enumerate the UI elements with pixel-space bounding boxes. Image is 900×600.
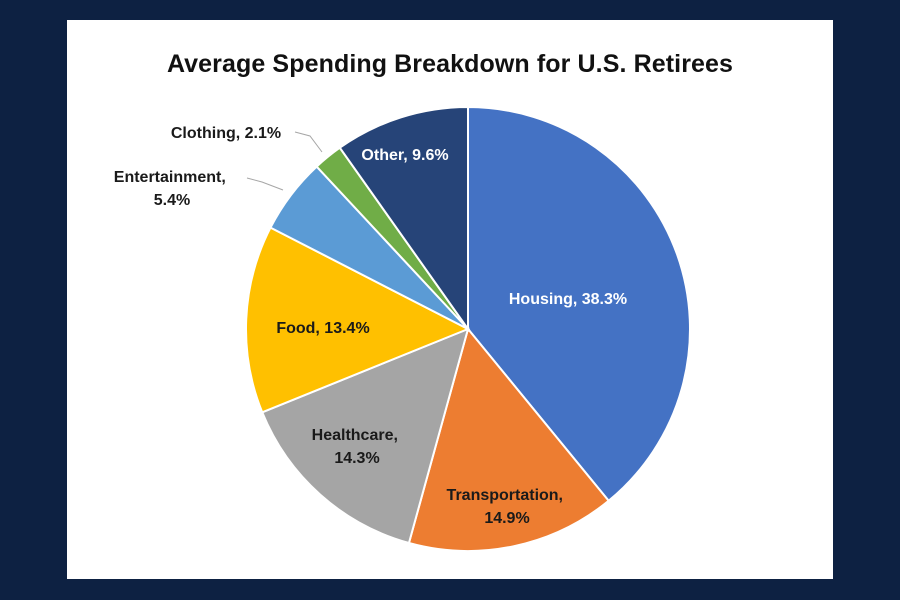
pie-slices [245,105,691,552]
label-other: Other, 9.6% [361,147,448,164]
clothing-leader-line [294,131,323,153]
data-labels: Housing, 38.3% Transportation, 14.9% Hea… [114,125,627,527]
chart-title: Average Spending Breakdown for U.S. Reti… [166,50,734,78]
slice-housing [467,105,691,503]
label-transportation: Transportation, 14.9% [447,487,568,527]
label-entertainment: Entertainment, 5.4% [114,169,230,209]
label-housing: Housing, 38.3% [509,291,627,308]
slice-transportation [407,326,611,552]
slice-healthcare [260,327,470,545]
slice-food [245,226,471,414]
slice-other [338,105,469,333]
leader-lines [246,131,323,191]
entertainment-leader-line [246,177,284,191]
label-clothing: Clothing, 2.1% [171,125,281,142]
label-food: Food, 13.4% [276,320,369,337]
label-healthcare: Healthcare, 14.3% [312,427,403,467]
